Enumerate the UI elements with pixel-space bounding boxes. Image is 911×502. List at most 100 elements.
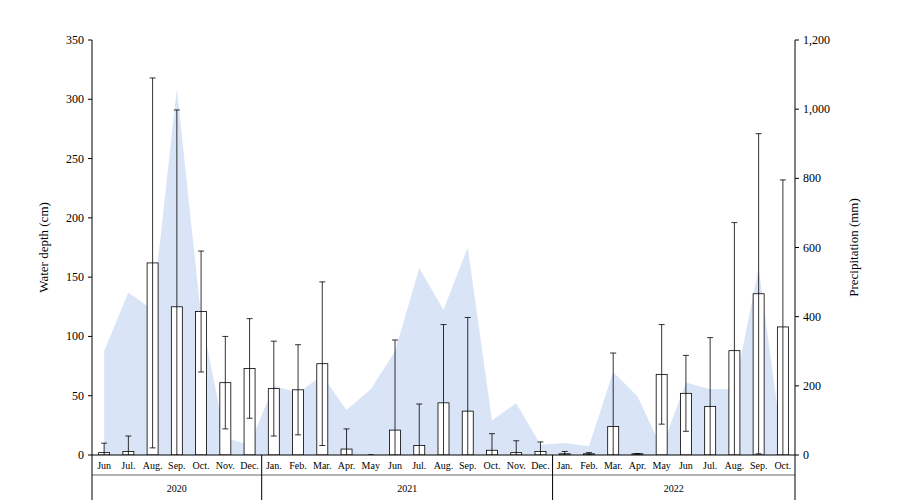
y-tick	[88, 395, 92, 396]
error-cap	[659, 324, 665, 325]
x-tick-label: Jul.	[412, 460, 426, 471]
error-cap	[222, 428, 228, 429]
error-line	[710, 338, 711, 455]
error-bar	[683, 355, 689, 431]
error-line	[201, 251, 202, 372]
error-cap	[731, 222, 737, 223]
x-tick-label: Dec.	[531, 460, 550, 471]
y2-tick	[795, 385, 799, 386]
x-tick-label: Feb.	[580, 460, 598, 471]
x-tick-label: Oct.	[484, 460, 501, 471]
y-tick	[88, 158, 92, 159]
error-bar	[295, 345, 301, 435]
error-line	[395, 340, 396, 455]
error-bar	[247, 319, 253, 419]
error-cap	[295, 344, 301, 345]
group-rule	[262, 475, 553, 476]
error-line	[467, 317, 468, 455]
error-line	[516, 441, 517, 455]
error-bar	[441, 325, 447, 455]
group-label: 2021	[397, 483, 417, 494]
error-line	[443, 325, 444, 455]
y2-tick-label: 0	[803, 448, 809, 462]
y2-tick-label: 400	[803, 310, 821, 324]
error-bar	[319, 282, 325, 446]
group-separator	[261, 455, 262, 500]
error-line	[734, 223, 735, 455]
error-bar	[344, 429, 350, 455]
error-line	[298, 345, 299, 435]
y-tick-label: 350	[66, 33, 84, 47]
x-tick-label: Apr.	[338, 460, 356, 471]
group-separator	[552, 455, 553, 500]
y2-axis-label: Precipitation (mm)	[846, 198, 861, 297]
y-tick	[88, 40, 92, 41]
x-tick-label: Nov.	[216, 460, 235, 471]
error-bar	[756, 134, 762, 454]
x-tick-label: Jun	[679, 460, 693, 471]
y-tick	[88, 99, 92, 100]
y2-tick-label: 800	[803, 171, 821, 185]
error-cap	[150, 447, 156, 448]
group-rule	[92, 475, 262, 476]
x-tick-label: Jun	[388, 460, 402, 471]
error-bar	[174, 110, 180, 455]
y2-tick	[795, 109, 799, 110]
error-bar	[634, 453, 640, 454]
error-cap	[319, 445, 325, 446]
error-line	[225, 336, 226, 428]
x-tick-label: Nov.	[507, 460, 526, 471]
y-tick-label: 200	[66, 211, 84, 225]
error-bar	[731, 223, 737, 455]
chart: 05010015020025030035002004006008001,0001…	[0, 0, 911, 502]
error-bar	[125, 436, 131, 455]
group-separator	[92, 455, 93, 500]
error-cap	[683, 355, 689, 356]
error-cap	[125, 436, 131, 437]
error-bar	[416, 404, 422, 455]
error-line	[613, 353, 614, 455]
y-tick	[88, 277, 92, 278]
error-cap	[634, 453, 640, 454]
x-tick-label: Jan.	[557, 460, 573, 471]
y-tick	[88, 455, 92, 456]
error-cap	[392, 339, 398, 340]
error-cap	[537, 441, 543, 442]
plot-area	[99, 78, 789, 455]
error-line	[758, 134, 759, 454]
error-cap	[295, 434, 301, 435]
y-tick-label: 100	[66, 329, 84, 343]
error-bar	[222, 336, 228, 428]
error-line	[273, 341, 274, 436]
x-tick-label: Jul.	[703, 460, 717, 471]
y-axis-label: Water depth (cm)	[36, 202, 51, 293]
error-line	[322, 282, 323, 446]
error-cap	[247, 318, 253, 319]
error-bar	[198, 251, 204, 372]
y2-tick	[795, 247, 799, 248]
x-tick-label: Dec.	[240, 460, 259, 471]
x-tick-label: May	[653, 460, 671, 471]
error-cap	[198, 251, 204, 252]
error-cap	[271, 341, 277, 342]
x-tick-label: Oct.	[193, 460, 210, 471]
x-tick-label: Jun	[97, 460, 111, 471]
y-tick-label: 50	[72, 389, 84, 403]
y-tick-label: 250	[66, 152, 84, 166]
x-tick-label: Sep.	[168, 460, 186, 471]
error-cap	[756, 133, 762, 134]
y2-tick-label: 1,000	[803, 102, 830, 116]
y-tick	[88, 336, 92, 337]
x-tick-label: Mar.	[313, 460, 332, 471]
error-cap	[659, 424, 665, 425]
error-line	[128, 436, 129, 455]
y2-tick	[795, 455, 799, 456]
y-tick	[88, 217, 92, 218]
error-bar	[150, 78, 156, 448]
y-axis	[92, 40, 93, 455]
error-cap	[416, 404, 422, 405]
y2-tick-label: 200	[803, 379, 821, 393]
x-tick-label: Aug.	[434, 460, 454, 471]
group-rule	[553, 475, 795, 476]
error-bar	[465, 317, 471, 455]
